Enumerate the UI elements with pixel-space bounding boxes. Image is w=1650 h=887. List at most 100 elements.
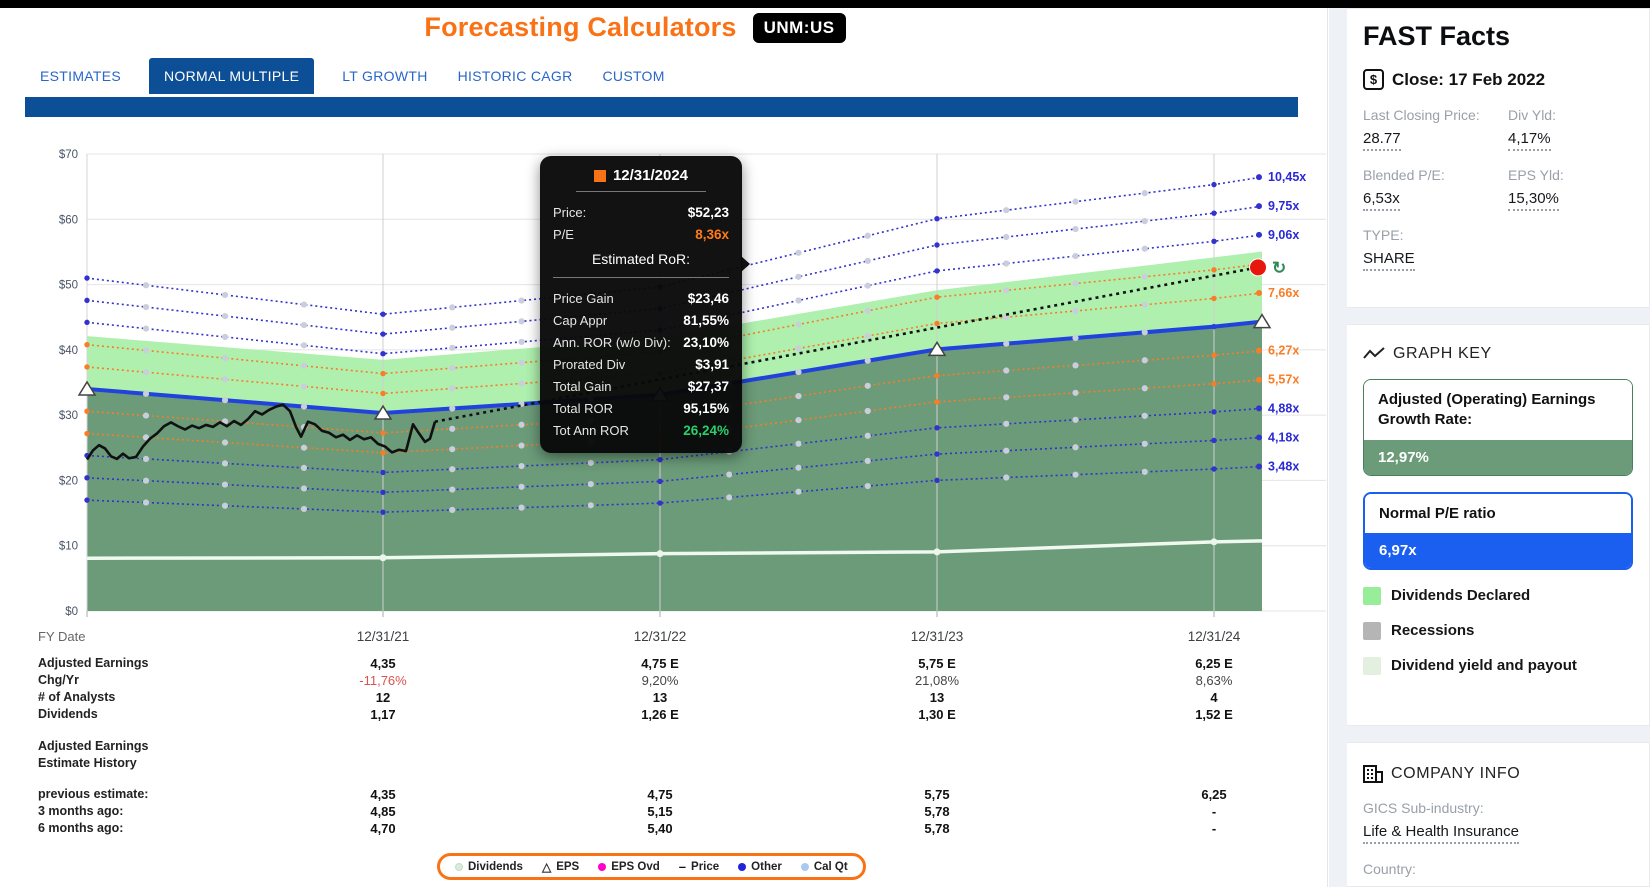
- cal-qt-dot[interactable]: [449, 425, 456, 432]
- cal-qt-dot[interactable]: [1141, 468, 1148, 475]
- refresh-icon[interactable]: ↻: [1272, 258, 1286, 277]
- cal-qt-dot[interactable]: [221, 481, 229, 488]
- cal-qt-dot[interactable]: [1141, 412, 1148, 419]
- cal-qt-dot[interactable]: [142, 282, 150, 289]
- cal-qt-dot[interactable]: [518, 338, 525, 345]
- cal-qt-dot[interactable]: [726, 494, 733, 501]
- line-fy-dot[interactable]: [934, 320, 940, 327]
- cal-qt-dot[interactable]: [1141, 329, 1148, 336]
- cal-qt-dot[interactable]: [449, 486, 456, 493]
- line-fy-dot[interactable]: [380, 450, 386, 456]
- cal-qt-dot[interactable]: [795, 297, 802, 304]
- line-fy-dot[interactable]: [380, 489, 386, 495]
- cal-qt-dot[interactable]: [1003, 420, 1010, 427]
- cal-qt-dot[interactable]: [1003, 367, 1010, 374]
- line-fy-dot[interactable]: [934, 451, 940, 457]
- cal-qt-dot[interactable]: [864, 432, 871, 439]
- cal-qt-dot[interactable]: [1141, 218, 1148, 225]
- cal-qt-dot[interactable]: [795, 440, 802, 447]
- cal-qt-dot[interactable]: [1141, 273, 1148, 280]
- cal-qt-dot[interactable]: [1072, 471, 1079, 478]
- cal-qt-dot[interactable]: [1003, 394, 1010, 401]
- legend-item-other[interactable]: Other: [738, 861, 782, 873]
- line-fy-dot[interactable]: [934, 242, 940, 248]
- line-fy-dot[interactable]: [1211, 238, 1217, 245]
- line-fy-dot[interactable]: [657, 456, 663, 463]
- cal-qt-dot[interactable]: [795, 249, 802, 256]
- cal-qt-dot[interactable]: [1003, 207, 1010, 214]
- line-fy-dot[interactable]: [1211, 381, 1217, 387]
- line-fy-dot[interactable]: [380, 390, 386, 397]
- eps-triangle-marker[interactable]: [373, 404, 393, 420]
- cal-qt-dot[interactable]: [142, 347, 150, 354]
- cal-qt-dot[interactable]: [587, 459, 594, 466]
- cal-qt-dot[interactable]: [1003, 474, 1010, 481]
- line-fy-dot[interactable]: [84, 430, 90, 437]
- cal-qt-dot[interactable]: [449, 344, 456, 351]
- cal-qt-dot[interactable]: [300, 301, 308, 308]
- line-fy-dot[interactable]: [84, 319, 90, 326]
- line-fy-dot[interactable]: [84, 475, 90, 481]
- line-fy-dot[interactable]: [84, 275, 90, 281]
- cal-qt-dot[interactable]: [1072, 389, 1079, 396]
- pe-multiple-line-9-06[interactable]: [86, 234, 1263, 355]
- cal-qt-dot[interactable]: [300, 383, 308, 390]
- eps-triangle-marker[interactable]: [927, 340, 947, 357]
- cal-qt-dot[interactable]: [300, 322, 308, 329]
- cal-qt-dot[interactable]: [221, 333, 229, 341]
- pe-multiple-line-4-18[interactable]: [86, 436, 1263, 494]
- cal-qt-dot[interactable]: [1003, 314, 1010, 321]
- cal-qt-dot[interactable]: [449, 405, 456, 412]
- cal-qt-dot[interactable]: [221, 397, 229, 404]
- cal-qt-dot[interactable]: [864, 282, 871, 289]
- cal-qt-dot[interactable]: [1003, 340, 1010, 347]
- line-fy-dot[interactable]: [84, 497, 90, 503]
- line-fy-dot[interactable]: [1211, 210, 1217, 216]
- forecast-endpoint-dot[interactable]: [1249, 258, 1267, 277]
- cal-qt-dot[interactable]: [449, 506, 456, 513]
- line-fy-dot[interactable]: [934, 268, 940, 274]
- cal-qt-dot[interactable]: [795, 345, 802, 352]
- line-fy-dot[interactable]: [380, 370, 386, 377]
- line-fy-dot[interactable]: [657, 478, 663, 485]
- line-fy-dot[interactable]: [934, 372, 940, 379]
- cal-qt-dot[interactable]: [142, 325, 150, 332]
- cal-qt-dot[interactable]: [795, 488, 802, 495]
- line-fy-dot[interactable]: [934, 399, 940, 405]
- line-fy-dot[interactable]: [84, 297, 90, 304]
- tab-estimates[interactable]: ESTIMATES: [40, 68, 122, 84]
- cal-qt-dot[interactable]: [142, 455, 150, 462]
- tab-normal-multiple[interactable]: NORMAL MULTIPLE: [149, 58, 315, 94]
- tab-custom[interactable]: CUSTOM: [602, 68, 665, 84]
- cal-qt-dot[interactable]: [518, 359, 525, 366]
- fact-value[interactable]: 15,30%: [1508, 190, 1559, 211]
- cal-qt-dot[interactable]: [1141, 301, 1148, 308]
- cal-qt-dot[interactable]: [221, 439, 229, 446]
- cal-qt-dot[interactable]: [142, 303, 150, 311]
- cal-qt-dot[interactable]: [518, 297, 525, 304]
- cal-qt-dot[interactable]: [518, 483, 525, 490]
- cal-qt-dot[interactable]: [518, 380, 525, 387]
- cal-qt-dot[interactable]: [449, 446, 456, 453]
- cal-qt-dot[interactable]: [864, 307, 871, 314]
- cal-qt-dot[interactable]: [1141, 357, 1148, 364]
- cal-qt-dot[interactable]: [1003, 260, 1010, 267]
- line-fy-dot[interactable]: [657, 500, 663, 506]
- cal-qt-dot[interactable]: [300, 342, 308, 349]
- cal-qt-dot[interactable]: [1141, 190, 1148, 197]
- line-fy-dot[interactable]: [1211, 323, 1217, 330]
- cal-qt-dot[interactable]: [1072, 307, 1079, 315]
- line-fy-dot[interactable]: [934, 294, 940, 300]
- cal-qt-dot[interactable]: [221, 291, 229, 299]
- cal-qt-dot[interactable]: [795, 464, 802, 471]
- cal-qt-dot[interactable]: [221, 376, 229, 383]
- cal-qt-dot[interactable]: [518, 442, 525, 449]
- cal-qt-dot[interactable]: [587, 481, 594, 488]
- line-fy-dot[interactable]: [380, 509, 386, 515]
- cal-qt-dot[interactable]: [142, 434, 150, 441]
- line-fy-dot[interactable]: [1211, 466, 1217, 472]
- line-fy-dot[interactable]: [934, 216, 940, 222]
- price-line[interactable]: [85, 403, 437, 461]
- line-fy-dot[interactable]: [934, 477, 940, 484]
- cal-qt-dot[interactable]: [518, 318, 525, 325]
